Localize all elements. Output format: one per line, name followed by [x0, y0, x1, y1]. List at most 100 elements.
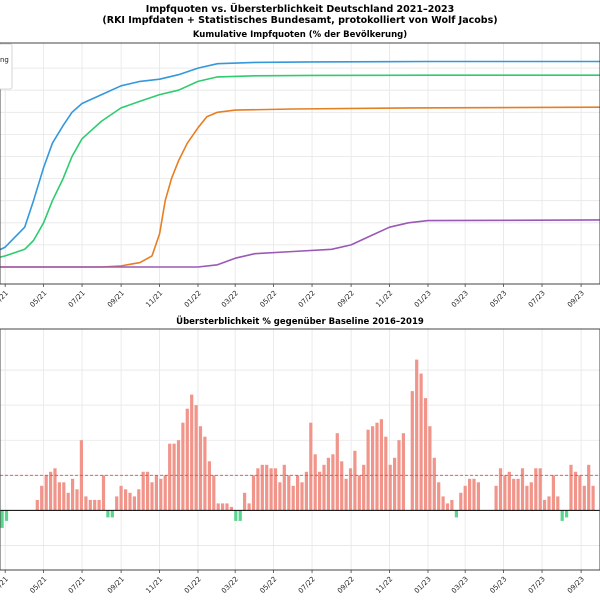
excess-bar	[520, 468, 525, 511]
excess-mortality-chart-title: Übersterblichkeit % gegenüber Baseline 2…	[176, 316, 424, 327]
excess-bar	[119, 485, 123, 511]
excess-bar	[463, 485, 467, 511]
excess-bar	[401, 433, 405, 511]
excess-bar	[353, 450, 357, 511]
excess-bar	[415, 359, 419, 511]
excess-bar	[40, 485, 44, 511]
excess-bar	[181, 422, 185, 511]
excess-bar	[472, 478, 476, 511]
excess-bar	[106, 510, 110, 518]
excess-bar	[569, 464, 573, 511]
excess-bar	[225, 503, 229, 511]
excess-bar	[525, 485, 529, 511]
excess-bar	[388, 464, 392, 511]
excess-bar	[190, 394, 194, 511]
excess-bar	[247, 503, 251, 511]
excess-bar	[393, 457, 397, 511]
excess-bar	[110, 510, 114, 518]
excess-bar	[578, 475, 582, 511]
excess-bar	[300, 482, 304, 511]
excess-bar	[221, 503, 225, 511]
excess-bar	[75, 489, 79, 511]
excess-bar	[379, 419, 383, 511]
excess-bar	[318, 471, 322, 511]
excess-bar	[591, 485, 595, 511]
vaccination-x-tick-label: 03/21	[0, 289, 10, 309]
excess-bar	[476, 482, 480, 511]
excess-bar	[441, 496, 445, 511]
excess-bar	[88, 499, 92, 511]
excess-bar	[507, 471, 511, 511]
figure-title-line1: Impfquoten vs. Übersterblichkeit Deutsch…	[146, 4, 454, 15]
excess-bar	[203, 436, 207, 511]
excess-bar	[291, 485, 295, 511]
excess-bar	[366, 429, 370, 511]
excess-bar	[278, 482, 282, 511]
excess-bar	[198, 426, 203, 511]
legend-box	[0, 43, 13, 90]
excess-bar	[185, 408, 189, 511]
legend: ng	[0, 43, 13, 90]
excess-bar	[410, 391, 414, 511]
excess-bar	[432, 457, 436, 511]
excess-bar	[556, 496, 560, 511]
vaccination-chart-title: Kumulative Impfquoten (% der Bevölkerung…	[193, 30, 407, 40]
vaccination-chart: Kumulative Impfquoten (% der Bevölkerung…	[0, 30, 600, 309]
excess-bar	[371, 426, 375, 511]
excess-bar	[322, 464, 326, 511]
figure-title-line2: (RKI Impfdaten + Statistisches Bundesamt…	[102, 15, 497, 26]
excess-bar	[573, 471, 578, 511]
excess-bar	[450, 499, 454, 511]
excess-bar	[234, 510, 238, 521]
excess-bar	[296, 475, 300, 511]
excess-bar	[397, 440, 401, 511]
excess-bar	[309, 422, 313, 511]
excess-bar	[84, 496, 88, 511]
excess-bar	[313, 454, 317, 511]
excess-bar	[44, 475, 48, 511]
excess-bar	[357, 475, 361, 511]
excess-bar	[53, 468, 57, 511]
excess-bar	[238, 510, 242, 521]
excess-bar	[62, 482, 66, 511]
excess-mortality-frame	[0, 328, 600, 571]
excess-bar	[256, 468, 260, 511]
excess-bar	[287, 475, 291, 511]
excess-bar	[304, 471, 308, 511]
excess-bar	[71, 478, 75, 511]
excess-mortality-reference-lines	[0, 474, 600, 511]
excess-bar	[146, 471, 150, 511]
excess-bar	[35, 499, 39, 511]
excess-bar	[265, 464, 269, 511]
excess-bar	[560, 510, 564, 521]
excess-bar	[137, 489, 141, 511]
excess-bar	[547, 496, 551, 511]
vaccination-chart-frame	[0, 42, 600, 285]
excess-bar	[93, 499, 97, 511]
excess-bar	[260, 464, 264, 511]
vaccination-series-line-1	[0, 60, 600, 251]
excess-bar	[172, 443, 176, 511]
excess-bar	[66, 492, 70, 511]
excess-bar	[150, 482, 154, 511]
excess-bar	[273, 468, 278, 511]
excess-bar	[159, 478, 163, 511]
excess-bar	[498, 468, 503, 511]
legend-text: ng	[0, 56, 9, 64]
excess-bar	[419, 373, 423, 511]
excess-mortality-bars	[0, 359, 595, 528]
vaccination-chart-series	[0, 60, 600, 268]
excess-bar	[57, 482, 61, 511]
excess-bar	[251, 475, 256, 511]
excess-bar	[503, 475, 507, 511]
excess-bar	[534, 468, 538, 511]
vaccination-series-line-2	[0, 74, 600, 259]
excess-bar	[565, 510, 569, 518]
excess-bar	[326, 457, 330, 511]
excess-bar	[582, 485, 586, 511]
excess-bar	[331, 454, 335, 511]
excess-bar	[282, 464, 286, 511]
excess-bar	[0, 510, 4, 528]
